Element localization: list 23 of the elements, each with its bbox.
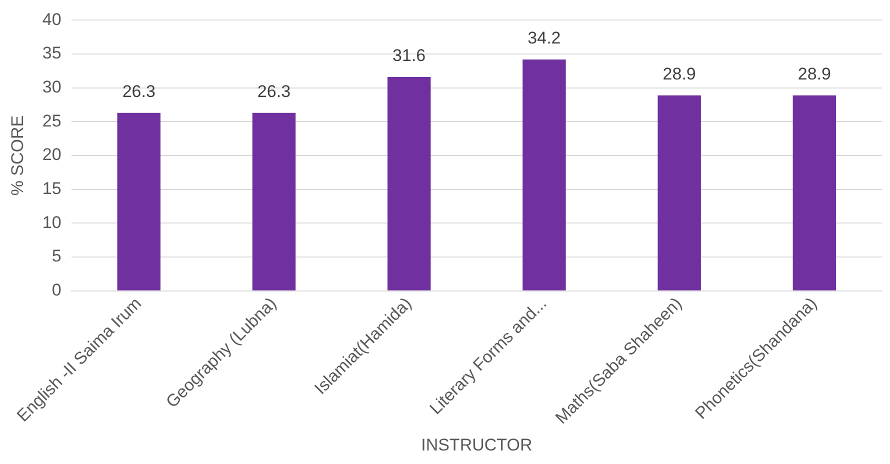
y-axis-title: % SCORE <box>8 115 27 196</box>
bar <box>792 95 836 290</box>
data-label: 34.2 <box>528 28 561 48</box>
bar <box>522 59 566 290</box>
y-tick-label: 10 <box>42 212 62 232</box>
y-tick-label: 15 <box>42 179 62 198</box>
y-tick-label: 20 <box>42 145 62 164</box>
y-tick-label: 40 <box>42 10 62 29</box>
bar <box>387 77 431 290</box>
data-label: 26.3 <box>257 82 291 102</box>
data-label: 26.3 <box>122 82 156 102</box>
bar <box>252 112 296 290</box>
y-tick-label: 35 <box>42 44 62 63</box>
data-label: 31.6 <box>392 46 426 66</box>
data-label: 28.9 <box>662 64 696 84</box>
bar <box>117 112 160 290</box>
data-label: 28.9 <box>798 64 831 84</box>
y-tick-label: 5 <box>52 246 62 266</box>
x-axis-title: INSTRUCTOR <box>421 435 532 454</box>
y-tick-label: 25 <box>42 111 62 130</box>
bar <box>658 95 701 290</box>
y-tick-label: 0 <box>52 280 62 300</box>
y-tick-label: 30 <box>42 78 62 97</box>
